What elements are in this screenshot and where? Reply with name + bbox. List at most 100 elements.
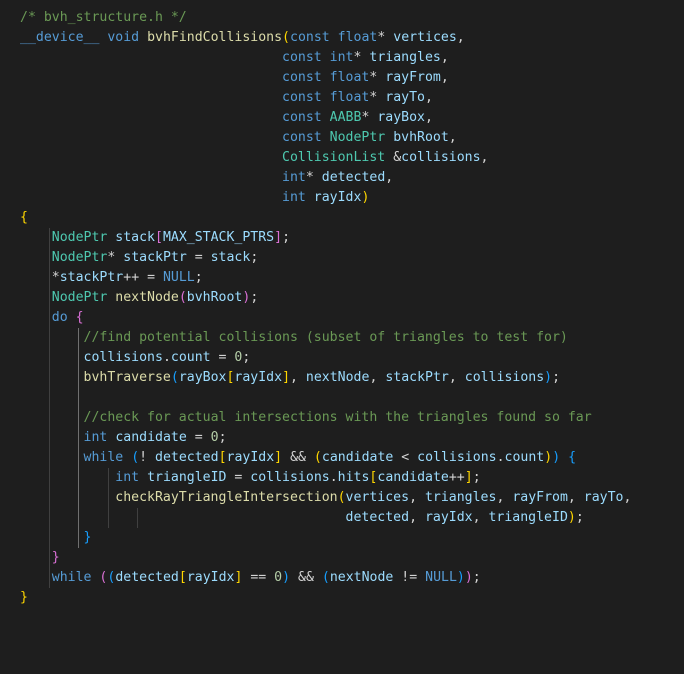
code-line: do {	[20, 308, 684, 328]
code-token: stack	[115, 230, 155, 245]
code-line: __device__ void bvhFindCollisions(const …	[20, 28, 684, 48]
code-token	[322, 70, 330, 85]
code-token: 0	[274, 570, 282, 585]
code-token: ;	[250, 290, 258, 305]
code-token: ,	[496, 490, 512, 505]
code-token	[322, 90, 330, 105]
code-token: __device__	[20, 30, 107, 45]
code-token: NULL	[425, 570, 457, 585]
code-token: =	[211, 350, 235, 365]
code-token: )	[457, 570, 465, 585]
code-token: ;	[282, 230, 290, 245]
code-editor-view: /* bvh_structure.h */ __device__ void bvh…	[0, 0, 684, 616]
code-token: candidate	[115, 430, 186, 445]
code-token: )	[282, 570, 290, 585]
code-token: while	[84, 450, 124, 465]
code-token: )	[544, 450, 552, 465]
code-token: !	[139, 450, 147, 465]
code-token: NodePtr	[330, 130, 386, 145]
code-token: //find potential collisions (subset of t…	[84, 330, 568, 345]
code-token: }	[52, 550, 60, 565]
code-token: [	[155, 230, 163, 245]
code-token: ,	[441, 50, 449, 65]
code-token	[147, 450, 155, 465]
code-line: {	[20, 208, 684, 228]
code-token: float	[338, 30, 378, 45]
code-token: do	[52, 310, 68, 325]
code-token: ,	[409, 490, 425, 505]
code-line: bvhTraverse(rayBox[rayIdx], nextNode, st…	[20, 368, 684, 388]
code-token: NULL	[163, 270, 195, 285]
code-line: const NodePtr bvhRoot,	[20, 128, 684, 148]
code-token: <	[393, 450, 417, 465]
code-token: detected	[346, 510, 410, 525]
code-line: CollisionList &collisions,	[20, 148, 684, 168]
code-token: ,	[449, 370, 465, 385]
code-token: ,	[624, 490, 632, 505]
code-token: candidate	[377, 470, 448, 485]
code-token: }	[84, 530, 92, 545]
code-token: CollisionList	[282, 150, 385, 165]
code-line: }	[20, 528, 684, 548]
code-token: collisions	[401, 150, 480, 165]
code-token: bvhTraverse	[84, 370, 171, 385]
code-token: ]	[274, 230, 282, 245]
code-token: NodePtr	[52, 290, 108, 305]
code-token: 0	[211, 430, 219, 445]
code-token: triangleID	[147, 470, 226, 485]
code-token: )	[552, 450, 560, 465]
code-token: )	[544, 370, 552, 385]
code-token: .	[330, 470, 338, 485]
code-token: rayIdx	[234, 370, 282, 385]
code-token: triangles	[425, 490, 496, 505]
code-token	[322, 50, 330, 65]
code-line: while ((detected[rayIdx] == 0) && (nextN…	[20, 568, 684, 588]
code-token: count	[505, 450, 545, 465]
code-token: int	[282, 170, 306, 185]
code-line: int triangleID = collisions.hits[candida…	[20, 468, 684, 488]
code-token: collisions	[84, 350, 163, 365]
code-token: triangles	[369, 50, 440, 65]
code-token: collisions	[465, 370, 544, 385]
code-token: rayBox	[179, 370, 227, 385]
code-token: nextNode	[306, 370, 370, 385]
code-line: int candidate = 0;	[20, 428, 684, 448]
code-token: {	[20, 210, 28, 225]
code-token: (	[282, 30, 290, 45]
code-token: (	[314, 450, 322, 465]
code-token: vertices	[346, 490, 410, 505]
code-token	[139, 470, 147, 485]
code-token: ,	[568, 490, 584, 505]
code-line: while (! detected[rayIdx] && (candidate …	[20, 448, 684, 468]
code-token: const	[282, 130, 322, 145]
code-token: detected	[155, 450, 219, 465]
code-token: )	[361, 190, 369, 205]
code-token: const	[282, 70, 322, 85]
code-token: rayIdx	[314, 190, 362, 205]
code-token: ;	[473, 470, 481, 485]
code-token: &	[393, 150, 401, 165]
code-token: bvhFindCollisions	[147, 30, 282, 45]
code-token: ]	[465, 470, 473, 485]
code-token: rayIdx	[227, 450, 275, 465]
code-token: ,	[385, 170, 393, 185]
code-token: {	[76, 310, 84, 325]
code-token: MAX_STACK_PTRS	[163, 230, 274, 245]
code-token	[306, 190, 314, 205]
code-token: /* bvh_structure.h */	[20, 10, 187, 25]
code-token: rayBox	[377, 110, 425, 125]
code-token: .	[497, 450, 505, 465]
code-token: stackPtr	[60, 270, 124, 285]
code-token: ;	[552, 370, 560, 385]
code-token: ]	[282, 370, 290, 385]
code-token: nextNode	[330, 570, 394, 585]
code-token: =	[187, 430, 211, 445]
code-token: int	[115, 470, 139, 485]
code-token: rayTo	[385, 90, 425, 105]
code-line	[20, 388, 684, 408]
code-token: float	[330, 70, 370, 85]
code-token: (	[171, 370, 179, 385]
code-token: NodePtr	[52, 230, 108, 245]
code-token: =	[226, 470, 250, 485]
code-line: //check for actual intersections with th…	[20, 408, 684, 428]
